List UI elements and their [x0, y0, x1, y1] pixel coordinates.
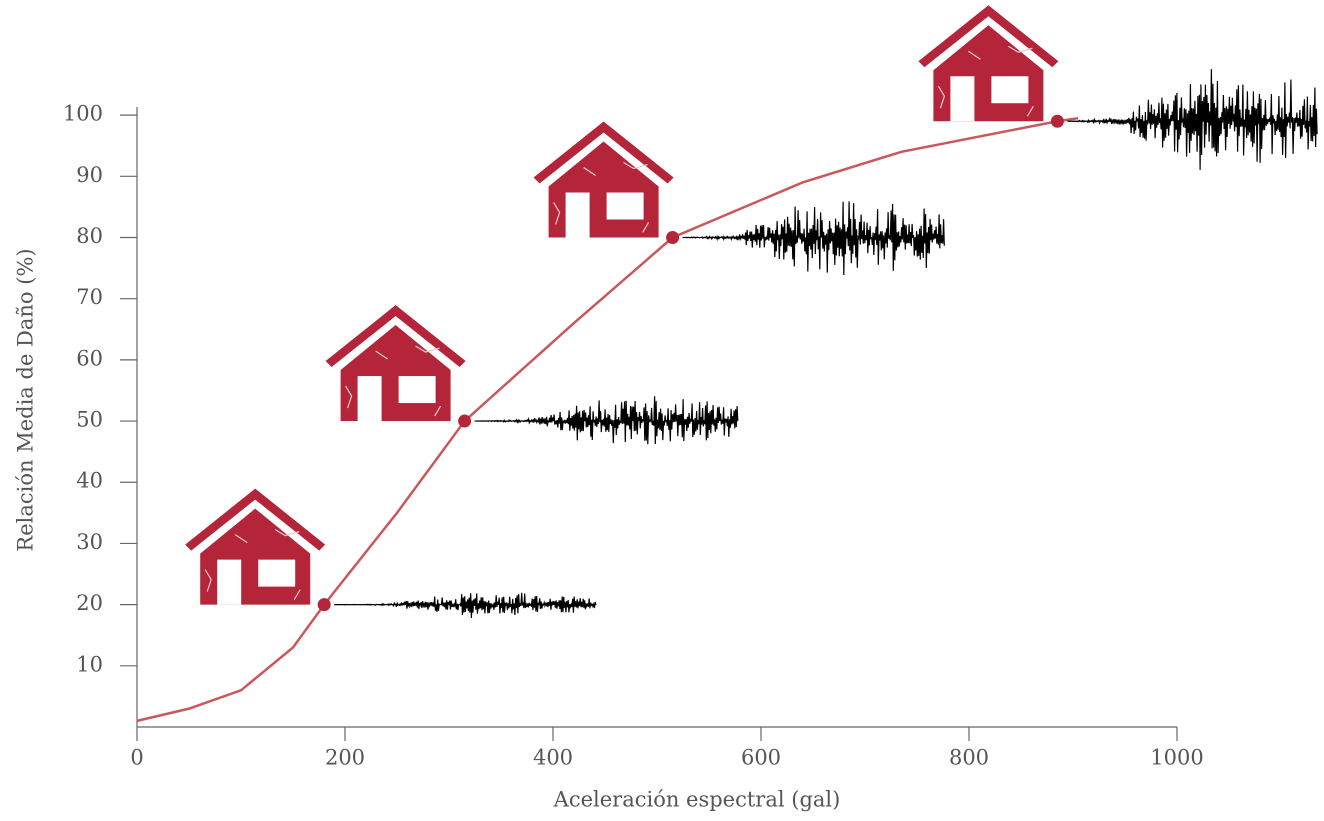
y-tick-label: 40 [76, 469, 103, 493]
house-icon [533, 121, 674, 238]
x-tick-label: 200 [325, 746, 365, 770]
y-axis-label: Relación Media de Daño (%) [14, 248, 38, 551]
y-tick-label: 100 [63, 102, 103, 126]
x-axis-label: Aceleración espectral (gal) [553, 788, 841, 812]
house-window [258, 559, 296, 587]
seismogram [682, 201, 945, 276]
y-tick-label: 20 [76, 591, 103, 615]
data-point [317, 598, 331, 612]
house-door [357, 376, 382, 422]
seismogram [1067, 69, 1318, 170]
house-icon [325, 305, 466, 422]
data-point [1050, 114, 1064, 128]
house-window [606, 192, 644, 220]
y-tick-label: 90 [76, 163, 103, 187]
y-tick-label: 10 [76, 652, 103, 676]
house-cracks [345, 345, 442, 417]
seismogram [474, 396, 739, 445]
house-icon [918, 5, 1059, 122]
data-point [458, 414, 472, 428]
x-tick-label: 600 [741, 746, 781, 770]
y-tick-label: 70 [76, 285, 103, 309]
house-door [217, 559, 242, 605]
house-door [565, 192, 590, 238]
seismogram [334, 592, 597, 618]
x-tick-label: 800 [949, 746, 989, 770]
x-tick-label: 0 [130, 746, 143, 770]
y-tick-label: 50 [76, 408, 103, 432]
y-tick-label: 80 [76, 224, 103, 248]
house-cracks [553, 161, 650, 233]
data-point [666, 230, 680, 244]
house-window [991, 76, 1029, 104]
house-window [398, 376, 436, 404]
house-icon [185, 488, 326, 605]
house-door [950, 76, 975, 122]
x-tick-label: 1000 [1150, 746, 1203, 770]
y-tick-label: 30 [76, 530, 103, 554]
y-tick-label: 60 [76, 346, 103, 370]
house-cracks [937, 45, 1034, 117]
house-cracks [204, 529, 301, 600]
x-tick-label: 400 [533, 746, 573, 770]
